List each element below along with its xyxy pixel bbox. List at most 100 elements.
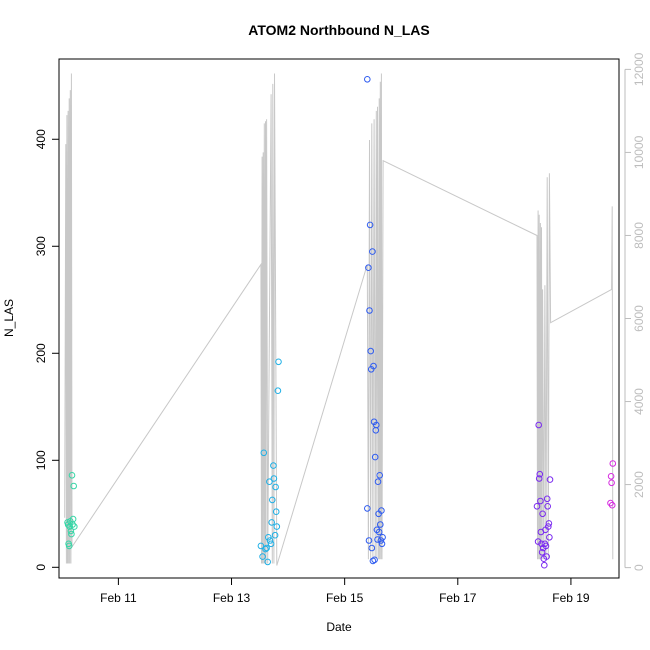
x-tick-label: Feb 11 [100,591,137,605]
data-point [273,523,281,530]
data-point [364,505,371,512]
y-tick-label: 100 [34,450,48,470]
data-point [609,460,617,467]
y2-tick-label: 8000 [632,222,646,249]
data-point [70,482,77,490]
data-point [270,475,278,482]
data-point [373,421,380,429]
data-point [260,449,268,457]
data-point [369,557,377,565]
data-point [535,475,543,482]
data-point [69,515,77,523]
y2-axis: 0 2000 4000 6000 8000 10000 12000 [624,52,646,571]
data-point [545,523,552,530]
data-point [265,534,272,541]
data-point [374,478,382,486]
scatter-series [64,76,617,569]
y-tick-label: 200 [34,343,48,363]
x-axis-label: Date [326,620,352,634]
chart-title: ATOM2 Northbound N_LAS [248,22,429,38]
y2-tick-label: 12000 [632,52,646,86]
data-point [366,221,374,229]
data-point [536,470,544,478]
data-point [607,473,615,480]
data-point [369,248,376,255]
data-point [543,495,551,503]
y2-tick-label: 10000 [632,135,646,169]
data-point [370,362,377,370]
x-tick-label: Feb 13 [213,591,251,605]
line-series [64,73,614,566]
data-point [608,479,615,487]
data-point [376,472,384,479]
y-axis-label: N_LAS [2,299,16,337]
data-point [365,537,373,544]
data-point [68,530,75,538]
plot-area-frame [58,58,620,579]
y2-tick-label: 2000 [632,471,646,498]
data-point [274,387,282,395]
data-point [268,519,276,526]
data-point [375,528,383,536]
y2-tick-label: 6000 [632,305,646,332]
data-point [538,549,546,556]
data-point [533,503,541,510]
y-axis: 0 100 200 300 400 [34,129,59,571]
x-tick-label: Feb 17 [439,591,477,605]
data-point [269,496,276,504]
data-point [377,537,385,544]
data-point [541,561,548,569]
data-point [534,538,542,545]
data-point [378,507,385,514]
data-point [365,264,372,272]
data-point [543,553,550,560]
data-point [65,542,73,550]
data-point [67,527,75,535]
data-point [264,558,272,566]
data-point [535,421,543,429]
data-point [542,542,550,550]
data-point [263,544,270,552]
data-point [539,510,546,518]
data-point [272,483,279,491]
data-point [259,553,266,560]
x-tick-label: Feb 19 [552,591,590,605]
data-point [262,545,269,553]
data-point [371,556,378,564]
x-tick-label: Feb 15 [326,591,364,605]
data-point [71,523,78,530]
data-point [544,503,552,510]
data-point [545,520,553,527]
y-tick-label: 400 [34,129,48,149]
line-series-path [64,73,614,566]
data-point [270,462,277,469]
data-point [364,76,371,83]
data-point [607,499,614,507]
data-point [272,508,280,516]
data-point [267,540,275,548]
data-point [546,476,554,483]
data-point [379,534,386,541]
y2-tick-label: 4000 [632,388,646,415]
data-point [608,501,616,509]
data-point [368,544,376,552]
data-point [275,358,282,366]
data-point [266,478,273,486]
data-point [371,453,379,461]
data-point [266,537,274,544]
y2-tick-label: 0 [632,564,646,571]
data-point [378,540,386,548]
data-point [546,534,553,541]
data-point [537,497,544,505]
data-point [367,347,375,355]
data-point [366,307,373,314]
data-point [68,472,76,479]
data-point [257,542,265,550]
data-point [271,531,279,539]
data-point [377,521,384,528]
y-tick-label: 0 [34,564,48,571]
x-axis: Feb 11 Feb 13 Feb 15 Feb 17 Feb 19 [100,578,590,605]
y-tick-label: 300 [34,236,48,256]
